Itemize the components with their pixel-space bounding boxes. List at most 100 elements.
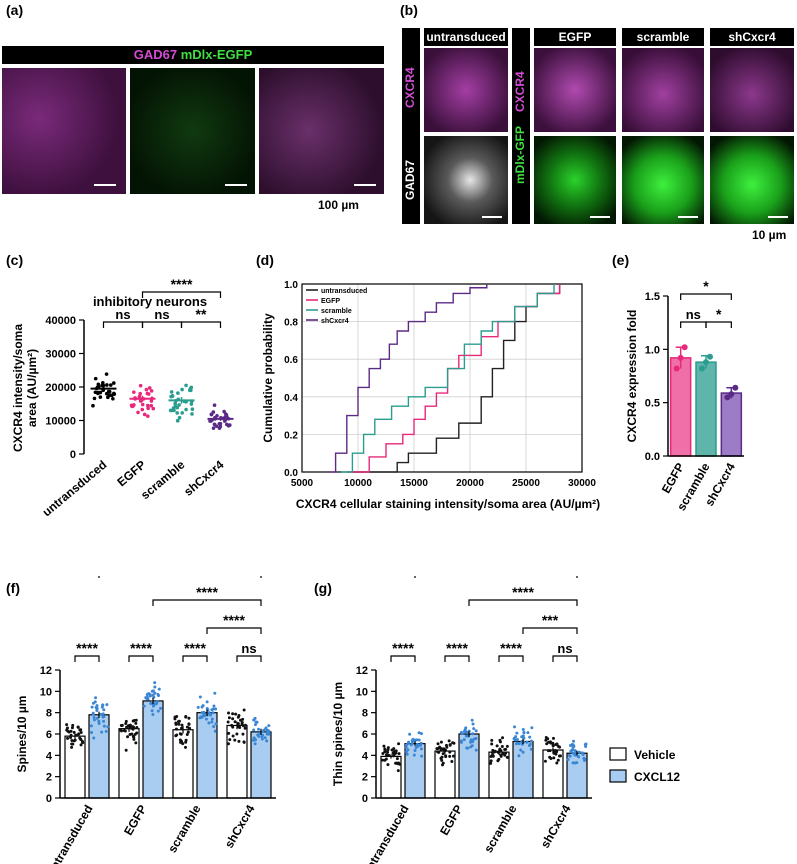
data-point [213, 691, 217, 695]
data-point [188, 727, 192, 731]
data-point [451, 754, 455, 758]
panel-d-chart: 0.0 0.2 0.4 0.6 0.8 1.0 5000 10000 15000 20000 250… [261, 280, 600, 511]
data-point [95, 704, 99, 708]
data-point [91, 403, 95, 408]
panel-a-merge-image [259, 68, 384, 194]
data-point [212, 403, 217, 408]
data-point [228, 738, 232, 742]
data-point [145, 391, 150, 396]
legend-label: shCxcr4 [321, 318, 349, 325]
data-point [583, 759, 587, 763]
data-point [448, 750, 452, 754]
significance-bracket [74, 655, 100, 662]
data-point [490, 738, 494, 742]
scale-bar [678, 216, 698, 218]
data-point [260, 734, 264, 738]
data-point [471, 722, 475, 726]
data-point [699, 365, 705, 372]
data-point [98, 395, 103, 399]
panel-f-label: (f) [6, 580, 20, 596]
data-point [514, 742, 518, 746]
data-point [267, 732, 271, 736]
data-point [209, 713, 213, 717]
data-point [503, 747, 507, 751]
y-tick-label: 6 [46, 729, 52, 741]
x-tick-label: 15000 [400, 478, 428, 489]
data-point [440, 758, 444, 762]
data-point [500, 744, 504, 748]
data-point [131, 725, 135, 729]
data-point [108, 383, 113, 387]
legend-label: Vehicle [634, 748, 676, 762]
data-point [184, 407, 188, 412]
panel-b-left-bottom-label: GAD67 [403, 159, 417, 200]
data-point [136, 410, 140, 415]
data-point [101, 712, 105, 716]
data-point [204, 717, 208, 721]
significance-label: **** [196, 584, 218, 600]
data-point [70, 739, 74, 743]
data-point [549, 756, 553, 760]
data-point [436, 746, 440, 750]
panel-a-egfp-image [130, 68, 255, 194]
significance-label: **** [223, 612, 245, 628]
data-point [214, 722, 218, 726]
data-point [207, 721, 211, 725]
data-point [227, 716, 231, 720]
data-point [189, 402, 194, 406]
panel-a-gad67-image [2, 68, 126, 194]
panel-b-right-rowbar [512, 28, 530, 224]
data-point [441, 761, 445, 765]
significance-bracket [680, 293, 732, 300]
data-point [78, 736, 82, 740]
data-point [102, 719, 106, 723]
significance-bracket [152, 599, 262, 606]
data-point [459, 739, 463, 743]
data-point [196, 705, 200, 709]
data-point [504, 751, 508, 755]
y-tick-label: 2 [362, 772, 368, 784]
data-point [566, 757, 570, 761]
data-point [144, 387, 149, 392]
data-point [140, 407, 145, 412]
data-point [149, 701, 153, 705]
data-point [567, 753, 571, 757]
y-axis-label: Spines/10 µm [15, 696, 29, 773]
data-point [382, 744, 386, 748]
data-point [231, 717, 235, 721]
data-point [140, 402, 145, 407]
data-point [469, 745, 473, 749]
data-point [397, 761, 401, 765]
data-point [156, 709, 160, 713]
data-point [253, 723, 257, 727]
chart-c-title: inhibitory neurons [93, 294, 207, 309]
y-axis-label: Cumulative probability [261, 313, 275, 443]
data-point [102, 708, 106, 712]
data-point [264, 726, 268, 730]
panel-b-col-egfp: EGFP [534, 28, 616, 46]
data-point [174, 721, 178, 725]
data-point [151, 713, 155, 717]
data-point [381, 758, 385, 762]
bar [88, 714, 110, 799]
significance-bracket [206, 627, 262, 634]
data-point [498, 740, 502, 744]
data-point [581, 753, 585, 757]
significance-bracket [180, 321, 222, 328]
series-line [346, 284, 561, 473]
data-point [134, 741, 138, 745]
data-point [243, 726, 247, 730]
data-point [105, 703, 109, 707]
data-point [235, 732, 239, 736]
data-point [495, 744, 499, 748]
y-tick-label: 12 [40, 665, 52, 677]
data-point [447, 739, 451, 743]
data-point [464, 726, 468, 730]
panel-a-header-reporter: mDlx-EGFP [180, 47, 253, 62]
significance-bracket [498, 655, 524, 662]
y-axis-label: CXCR4 expression fold [625, 310, 639, 443]
scale-bar [590, 216, 610, 218]
bar [695, 361, 717, 457]
panel-b-scramble-cxcr4 [622, 48, 704, 132]
data-point [572, 744, 576, 748]
